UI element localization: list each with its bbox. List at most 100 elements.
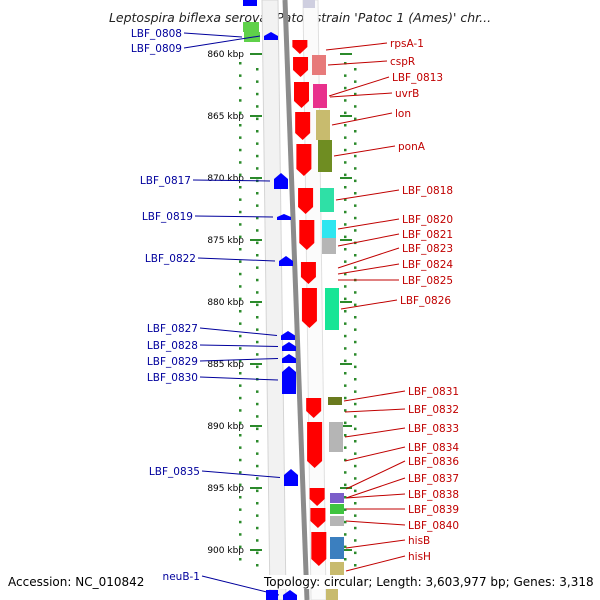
forward-gene-arrow[interactable] <box>310 508 326 528</box>
minor-tick <box>256 192 259 195</box>
minor-tick <box>239 483 242 487</box>
minor-tick <box>256 551 259 555</box>
forward-gene-arrow[interactable] <box>306 398 322 418</box>
label-connector <box>337 233 400 247</box>
gene-label-LBF_0827[interactable]: LBF_0827 <box>147 323 198 335</box>
minor-tick <box>239 372 242 375</box>
forward-gene-arrow[interactable] <box>301 288 317 328</box>
forward-gene-arrow[interactable] <box>300 262 316 284</box>
reverse-gene-LBF_0817[interactable] <box>274 173 288 189</box>
gene-label-LBF_0837[interactable]: LBF_0837 <box>408 473 459 485</box>
gene-label-LBF_0822[interactable]: LBF_0822 <box>145 253 196 265</box>
minor-tick <box>354 179 357 183</box>
gene-label-LBF_0834[interactable]: LBF_0834 <box>408 442 459 454</box>
gene-label-LBF_0833[interactable]: LBF_0833 <box>408 423 459 435</box>
minor-tick <box>256 365 259 369</box>
gene-label-LBF_0839[interactable]: LBF_0839 <box>408 504 459 516</box>
forward-gene-arrow[interactable] <box>299 220 315 250</box>
reverse-gene-LBF_0822[interactable] <box>279 256 293 266</box>
minor-tick <box>354 514 357 517</box>
gene-label-LBF_0829[interactable]: LBF_0829 <box>147 356 198 368</box>
gene-label-LBF_0813[interactable]: LBF_0813 <box>392 72 443 84</box>
minor-tick <box>256 328 259 331</box>
forward-gene-arrow[interactable] <box>296 144 312 176</box>
gene-label-LBF_0825[interactable]: LBF_0825 <box>402 275 453 287</box>
minor-tick <box>354 477 357 480</box>
minor-tick <box>239 520 242 524</box>
minor-tick <box>256 241 259 245</box>
gene-label-LBF_0831[interactable]: LBF_0831 <box>408 386 459 398</box>
label-connector <box>337 263 400 275</box>
reverse-gene-LBF_0829[interactable] <box>282 354 296 363</box>
reverse-gene-LBF_0830[interactable] <box>282 366 296 394</box>
minor-tick <box>354 80 357 83</box>
minor-tick <box>256 427 259 431</box>
gene-label-LBF_0817[interactable]: LBF_0817 <box>140 175 191 187</box>
forward-gene-arrow[interactable] <box>295 112 311 140</box>
reverse-gene-neuB-1[interactable] <box>283 590 297 600</box>
gene-label-LBF_0830[interactable]: LBF_0830 <box>147 372 198 384</box>
gene-label-LBF_0820[interactable]: LBF_0820 <box>402 214 453 226</box>
forward-gene-arrow[interactable] <box>311 532 327 566</box>
reverse-gene-LBF_0835[interactable] <box>284 469 298 486</box>
reverse-gene-LBF_0809[interactable] <box>264 32 278 40</box>
gene-label-LBF_0821[interactable]: LBF_0821 <box>402 229 453 241</box>
gene-label-LBF_0838[interactable]: LBF_0838 <box>408 489 459 501</box>
gene-label-LBF_0832[interactable]: LBF_0832 <box>408 404 459 416</box>
minor-tick <box>239 148 242 152</box>
minor-tick <box>256 402 259 406</box>
gene-label-lon[interactable]: lon <box>395 108 411 120</box>
minor-tick <box>239 272 242 276</box>
minor-tick <box>256 415 259 418</box>
minor-tick <box>256 105 259 108</box>
gene-label-hisB[interactable]: hisB <box>408 535 430 547</box>
gene-label-LBF_0808[interactable]: LBF_0808 <box>131 28 182 40</box>
forward-gene-arrow[interactable] <box>292 40 308 54</box>
forward-gene-arrow[interactable] <box>298 188 314 214</box>
gene-label-cspR[interactable]: cspR <box>390 56 415 68</box>
scale-tick-label: 870 kbp <box>207 174 244 184</box>
minor-tick <box>354 105 357 108</box>
forward-gene-arrow[interactable] <box>309 488 325 506</box>
gene-label-neuB-1[interactable]: neuB-1 <box>163 571 200 583</box>
scale-tick-label: 890 kbp <box>207 422 244 432</box>
minor-tick <box>239 359 242 363</box>
gene-label-LBF_0840[interactable]: LBF_0840 <box>408 520 459 532</box>
gene-label-ponA[interactable]: ponA <box>398 141 426 153</box>
gene-label-LBF_0835[interactable]: LBF_0835 <box>149 466 200 478</box>
minor-tick <box>239 285 242 288</box>
reverse-gene-LBF_0828[interactable] <box>282 342 296 351</box>
scale-tick-label: 860 kbp <box>207 50 244 60</box>
minor-tick <box>256 68 259 71</box>
minor-tick <box>354 526 357 530</box>
gene-label-LBF_0824[interactable]: LBF_0824 <box>402 259 453 271</box>
reverse-gene-LBF_0819[interactable] <box>277 214 291 220</box>
minor-tick <box>354 489 357 493</box>
forward-gene-arrow[interactable] <box>307 422 323 468</box>
gene-label-uvrB[interactable]: uvrB <box>395 88 419 100</box>
forward-gene-color-LBF_0833 <box>329 422 343 452</box>
minor-tick <box>344 520 347 524</box>
gene-label-LBF_0836[interactable]: LBF_0836 <box>408 456 459 468</box>
minor-tick <box>239 173 242 177</box>
gene-label-LBF_0819[interactable]: LBF_0819 <box>142 211 193 223</box>
minor-tick <box>239 260 242 263</box>
minor-tick <box>344 74 347 77</box>
minor-tick <box>239 210 242 214</box>
gene-label-LBF_0818[interactable]: LBF_0818 <box>402 185 453 197</box>
gene-label-LBF_0809[interactable]: LBF_0809 <box>131 43 182 55</box>
forward-gene-arrow[interactable] <box>293 57 309 77</box>
gene-label-LBF_0823[interactable]: LBF_0823 <box>402 243 453 255</box>
gene-label-hisH[interactable]: hisH <box>408 551 431 563</box>
gene-label-rpsA-1[interactable]: rpsA-1 <box>390 38 424 50</box>
forward-gene-arrow[interactable] <box>294 82 310 108</box>
gene-label-LBF_0828[interactable]: LBF_0828 <box>147 340 198 352</box>
gene-label-LBF_0826[interactable]: LBF_0826 <box>400 295 451 307</box>
minor-tick <box>256 440 259 443</box>
minor-tick <box>354 340 357 344</box>
forward-gene-color-hisB <box>330 537 344 559</box>
minor-tick <box>344 409 347 412</box>
reverse-gene-LBF_0827[interactable] <box>281 331 295 340</box>
minor-tick <box>354 303 357 307</box>
